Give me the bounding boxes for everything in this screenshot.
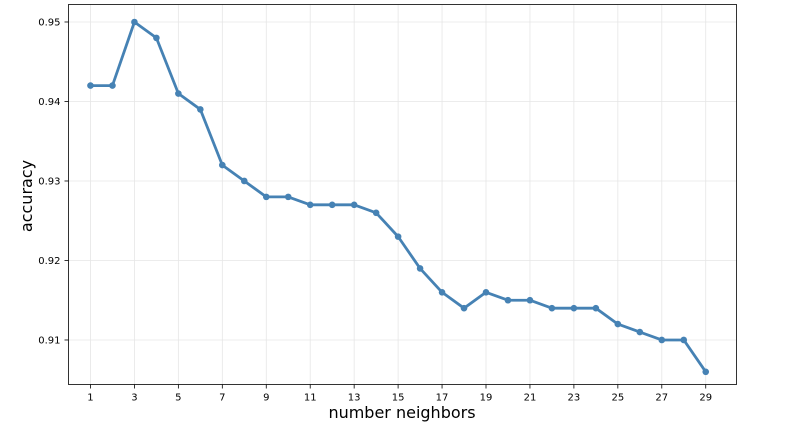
y-tick-label: 0.92 [38,256,60,267]
data-point [636,328,644,336]
x-tick-label: 13 [348,393,361,404]
data-point [526,296,534,304]
x-tick-label: 5 [175,393,181,404]
data-point [394,233,402,240]
x-tick-label: 11 [304,393,317,404]
grid-lines [68,4,737,385]
data-point [131,18,138,26]
data-point [614,320,622,328]
data-point [175,90,182,97]
y-tick-label: 0.91 [38,335,60,346]
series-layer [87,18,710,376]
data-point [87,82,94,89]
data-point [702,368,710,376]
data-point [328,201,336,209]
data-point [548,304,556,312]
x-tick-label: 17 [436,393,449,404]
data-point [372,209,380,217]
x-tick-label: 29 [699,393,712,404]
y-tick-label: 0.93 [38,176,60,187]
data-point [482,288,490,296]
x-tick-label: 3 [131,393,137,404]
y-tick-label: 0.94 [38,97,60,108]
data-point [109,82,116,89]
x-tick-label: 21 [524,393,537,404]
x-tick-label: 27 [655,393,668,404]
data-point [350,201,358,209]
data-point [306,201,314,209]
data-point [438,288,446,296]
x-tick-label: 15 [392,393,405,404]
data-point [219,161,226,169]
data-point [416,265,424,272]
data-point [680,336,688,344]
data-point [460,304,468,312]
data-point [504,296,512,304]
data-point [240,177,248,185]
x-tick-label: 19 [480,393,493,404]
data-point [262,193,270,201]
x-tick-label: 1 [87,393,93,404]
x-axis-label: number neighbors [328,403,475,422]
axes: 1 3 5 7 9 11 13 15 17 19 21 23 25 27 290.910.920.930.9… [38,17,712,403]
x-tick-label: 7 [219,393,225,404]
data-point [284,193,292,201]
y-axis-label: accuracy [17,160,36,232]
x-tick-label: 9 [263,393,269,404]
y-tick-label: 0.95 [38,17,60,28]
data-point [197,106,204,113]
data-point [570,304,578,312]
data-point [658,336,666,344]
data-point [592,304,600,312]
data-point [153,34,160,42]
x-tick-label: 25 [611,393,624,404]
x-tick-label: 23 [568,393,581,404]
plot-frame [68,4,737,385]
